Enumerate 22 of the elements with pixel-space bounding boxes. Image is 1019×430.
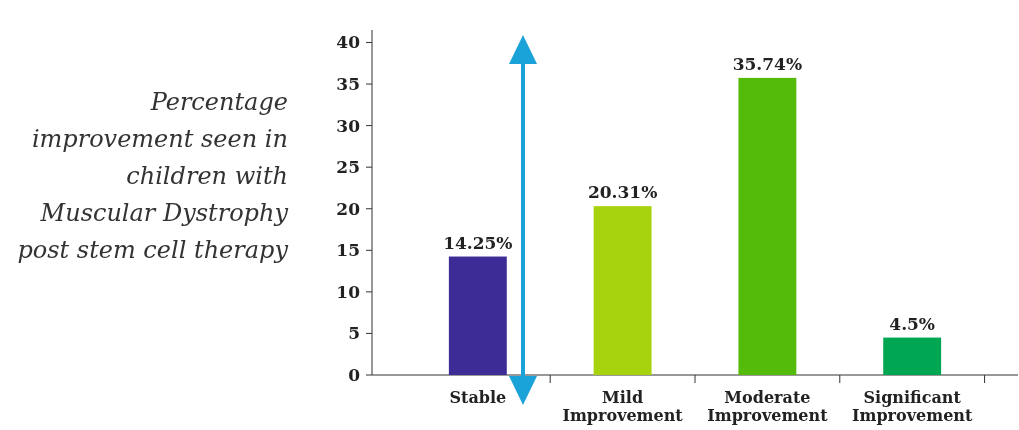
x-tick-label: Mild Improvement — [562, 388, 684, 425]
y-tick-label: 35 — [336, 73, 360, 94]
bar — [593, 206, 652, 375]
y-tick-label: 0 — [348, 364, 361, 385]
data-label: 20.31% — [587, 182, 658, 203]
data-label: 4.5% — [889, 313, 936, 334]
bar — [883, 337, 942, 375]
text: Percentage improvement seen in children with Muscular Dystrophy post stem cell therapy — [17, 88, 289, 264]
x-tick-label: Moderate Improvement — [707, 388, 829, 425]
y-tick-label: 40 — [336, 32, 361, 53]
y-tick-label: 15 — [336, 240, 360, 261]
y-tick-label: 25 — [336, 157, 360, 178]
bar — [738, 77, 797, 375]
y-tick-label: 5 — [348, 323, 360, 344]
y-tick-label: 30 — [336, 115, 361, 136]
y-tick-label: 20 — [336, 198, 361, 219]
x-tick-label: Stable — [449, 388, 507, 407]
data-label: 35.74% — [732, 53, 803, 74]
y-tick-label: 10 — [336, 281, 361, 302]
x-tick-label: Significant Improvement — [852, 388, 973, 425]
data-label: 14.25% — [443, 232, 513, 253]
bar — [448, 256, 507, 375]
